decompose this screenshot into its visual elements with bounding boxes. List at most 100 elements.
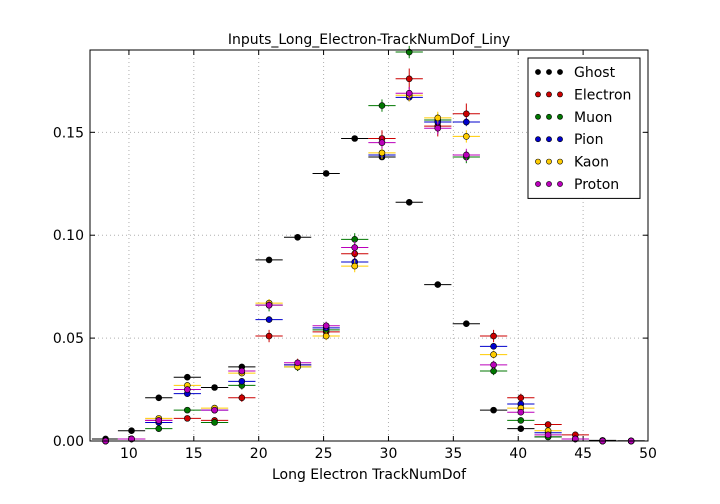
x-tick-label: 40 [509, 446, 527, 462]
x-tick-label: 30 [380, 446, 398, 462]
data-point [351, 244, 359, 251]
data-point [517, 425, 525, 432]
data-point [405, 89, 413, 97]
legend-entry: Electron [535, 87, 631, 103]
data-point [265, 316, 273, 323]
x-tick-label: 25 [315, 446, 333, 462]
y-tick-label: 0.00 [53, 434, 84, 450]
data-point [544, 421, 552, 428]
data-point [490, 361, 497, 369]
legend-marker [546, 181, 552, 187]
plot-frame [89, 49, 649, 442]
x-tick-label: 45 [574, 446, 592, 462]
data-point [405, 48, 413, 56]
data-point [155, 394, 163, 402]
data-point [265, 301, 273, 309]
legend-label: Ghost [574, 65, 616, 81]
data-point [517, 408, 525, 416]
legend-entry: Ghost [535, 65, 616, 81]
data-point [405, 75, 413, 83]
legend-marker [557, 113, 563, 120]
data-point [351, 262, 359, 270]
data-point [378, 102, 386, 109]
legend-marker [535, 113, 541, 120]
data-point [294, 359, 301, 367]
legend-label: Electron [574, 87, 631, 103]
data-point [572, 435, 579, 443]
x-tick-label: 35 [444, 446, 462, 462]
data-point [211, 384, 218, 391]
data-point [378, 149, 386, 157]
data-point [490, 332, 497, 340]
data-point [128, 427, 135, 435]
data-point [463, 110, 470, 118]
legend-box [527, 57, 641, 199]
data-point [238, 394, 246, 402]
data-point [463, 151, 470, 159]
legend: Ghost Electron Muon Pion Kaon Proton [527, 57, 641, 199]
legend-label: Kaon [574, 155, 609, 171]
legend-marker [535, 181, 541, 187]
legend-entry: Muon [535, 110, 612, 126]
legend-label: Muon [574, 110, 612, 126]
data-point [434, 281, 442, 288]
data-point [463, 133, 470, 140]
data-point [322, 332, 330, 340]
data-point [184, 406, 191, 414]
data-point [405, 198, 413, 206]
data-point [128, 435, 135, 443]
legend-marker [546, 91, 552, 98]
data-point [463, 118, 470, 126]
data-point [238, 367, 246, 375]
x-tick-label: 20 [250, 446, 268, 462]
data-point [211, 406, 218, 414]
data-point [434, 114, 442, 122]
axis-ticks: 10 15 20 25 30 35 40 45 50 0.00 0.05 0.10 0.15 [53, 50, 657, 462]
data-point [517, 417, 525, 424]
data-point [184, 373, 191, 381]
data-point [378, 139, 386, 146]
x-axis-label: Long Electron TrackNumDof [272, 467, 467, 483]
chart-title: Inputs_Long_Electron-TrackNumDof_Liny [228, 32, 510, 48]
data-point [184, 415, 191, 422]
legend-marker [557, 136, 563, 143]
data-point [211, 419, 218, 426]
legend-marker [535, 91, 541, 98]
legend-marker [557, 158, 563, 165]
data-point [322, 170, 330, 177]
legend-marker [546, 69, 552, 75]
x-tick-label: 15 [185, 446, 203, 462]
data-point [351, 135, 359, 142]
legend-marker [557, 91, 563, 98]
data-point [294, 233, 301, 241]
legend-label: Pion [574, 132, 603, 148]
data-point [155, 417, 163, 424]
y-tick-label: 0.10 [53, 228, 84, 244]
data-point [434, 124, 442, 132]
legend-marker [535, 136, 541, 143]
data-point [490, 351, 497, 358]
data-point [265, 332, 273, 340]
data-point [184, 386, 191, 393]
legend-entry: Kaon [535, 155, 609, 171]
legend-entry: Proton [535, 177, 619, 193]
data-point [517, 394, 525, 402]
x-tick-label: 50 [639, 446, 657, 462]
legend-marker [557, 69, 563, 75]
data-point [490, 406, 497, 414]
legend-marker [546, 136, 552, 143]
legend-label: Proton [574, 177, 619, 193]
legend-marker [535, 69, 541, 75]
y-tick-label: 0.05 [53, 331, 84, 347]
data-series [91, 45, 645, 445]
data-point [490, 343, 497, 350]
data-point [544, 431, 552, 439]
data-point [238, 378, 246, 385]
legend-marker [546, 158, 552, 165]
data-point [155, 425, 163, 432]
legend-marker [557, 181, 563, 187]
y-tick-label: 0.15 [53, 125, 84, 141]
data-point [265, 256, 273, 264]
data-point [463, 320, 470, 328]
